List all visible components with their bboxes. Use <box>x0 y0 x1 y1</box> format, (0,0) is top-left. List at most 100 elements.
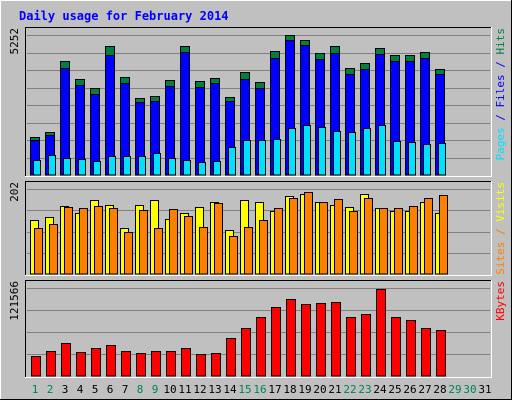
bar-sites-day-20 <box>319 202 328 275</box>
bar-pages-day-4 <box>78 159 86 176</box>
bar-pages-day-17 <box>273 139 281 176</box>
bar-pages-day-8 <box>138 156 146 176</box>
x-tick-label-day-5: 5 <box>92 383 99 396</box>
bar-kbytes-day-26 <box>406 320 416 377</box>
bar-kbytes-day-4 <box>76 352 86 377</box>
bar-sites-day-12 <box>199 227 208 275</box>
bar-sites-day-9 <box>154 228 163 275</box>
x-tick-label-day-29: 29 <box>448 383 461 396</box>
bar-kbytes-day-22 <box>346 317 356 377</box>
x-tick-label-day-17: 17 <box>268 383 281 396</box>
bar-kbytes-day-11 <box>181 348 191 377</box>
panel-legend: Pages / Files / Hits <box>494 28 507 161</box>
x-tick-label-day-4: 4 <box>77 383 84 396</box>
bar-kbytes-day-25 <box>391 317 401 377</box>
y-axis-max-label: 5252 <box>8 28 21 55</box>
legend-entry: / <box>494 108 507 128</box>
x-tick-label-day-14: 14 <box>223 383 237 396</box>
x-tick-label-day-25: 25 <box>388 383 401 396</box>
bar-pages-day-6 <box>108 156 116 176</box>
bar-sites-day-5 <box>94 206 103 275</box>
x-tick-label-day-1: 1 <box>32 383 39 396</box>
panel-legend: Sites / Visits <box>494 182 507 275</box>
bar-sites-day-26 <box>409 206 418 275</box>
x-tick-label-day-15: 15 <box>238 383 251 396</box>
x-tick-label-day-9: 9 <box>152 383 159 396</box>
bar-pages-day-16 <box>258 140 266 176</box>
x-tick-label-day-23: 23 <box>358 383 371 396</box>
bar-pages-day-10 <box>168 158 176 176</box>
bar-sites-day-7 <box>124 232 133 275</box>
bar-pages-day-12 <box>198 162 206 176</box>
bar-sites-day-27 <box>424 198 433 275</box>
bar-kbytes-day-16 <box>256 317 266 377</box>
bar-sites-day-6 <box>109 208 118 275</box>
bar-sites-day-28 <box>439 195 448 275</box>
bar-kbytes-day-27 <box>421 328 431 377</box>
bar-sites-day-25 <box>394 208 403 275</box>
x-tick-label-day-2: 2 <box>47 383 54 396</box>
bar-pages-day-22 <box>348 132 356 176</box>
bar-kbytes-day-5 <box>91 348 101 377</box>
bar-sites-day-10 <box>169 209 178 275</box>
legend-entry: Sites <box>494 242 507 275</box>
bar-sites-day-4 <box>79 208 88 275</box>
bar-kbytes-day-18 <box>286 299 296 377</box>
y-axis-max-label: 121566 <box>8 281 21 321</box>
bar-pages-day-9 <box>153 153 161 176</box>
bar-kbytes-day-10 <box>166 351 176 377</box>
bar-kbytes-day-7 <box>121 351 131 377</box>
x-tick-label-day-18: 18 <box>283 383 296 396</box>
bar-pages-day-24 <box>378 125 386 176</box>
x-tick-label-day-3: 3 <box>62 383 69 396</box>
bar-sites-day-14 <box>229 236 238 275</box>
bar-pages-day-15 <box>243 140 251 176</box>
bar-sites-day-1 <box>34 228 43 275</box>
bar-sites-day-22 <box>349 211 358 275</box>
bar-kbytes-day-2 <box>46 351 56 377</box>
x-tick-label-day-30: 30 <box>463 383 476 396</box>
x-tick-label-day-31: 31 <box>478 383 491 396</box>
y-axis-max-label: 202 <box>8 182 21 202</box>
bar-files-day-12 <box>195 87 205 176</box>
bar-pages-day-21 <box>333 131 341 176</box>
bar-pages-day-7 <box>123 156 131 176</box>
bar-kbytes-day-28 <box>436 330 446 377</box>
bar-sites-day-8 <box>139 210 148 275</box>
bar-kbytes-day-23 <box>361 314 371 377</box>
legend-entry: / <box>494 222 507 242</box>
bar-pages-day-5 <box>93 161 101 176</box>
bar-pages-day-27 <box>423 144 431 176</box>
bar-sites-day-24 <box>379 208 388 275</box>
bar-pages-day-23 <box>363 128 371 176</box>
x-tick-label-day-7: 7 <box>122 383 129 396</box>
x-tick-label-day-26: 26 <box>403 383 416 396</box>
legend-entry: Files <box>494 74 507 107</box>
x-tick-label-day-11: 11 <box>178 383 191 396</box>
bar-sites-day-2 <box>49 224 58 275</box>
bar-sites-day-21 <box>334 199 343 275</box>
bar-sites-day-13 <box>214 203 223 275</box>
bar-files-day-11 <box>180 52 190 176</box>
bar-pages-day-11 <box>183 160 191 176</box>
bar-kbytes-day-3 <box>61 343 71 377</box>
bar-pages-day-13 <box>213 161 221 176</box>
bar-sites-day-11 <box>184 216 193 275</box>
x-tick-label-day-28: 28 <box>433 383 446 396</box>
bar-pages-day-19 <box>303 125 311 176</box>
bar-pages-day-25 <box>393 141 401 176</box>
x-tick-label-day-13: 13 <box>208 383 221 396</box>
bar-kbytes-day-9 <box>151 351 161 377</box>
x-tick-label-day-6: 6 <box>107 383 114 396</box>
x-axis-day-labels: 1 2 3 4 5 6 7 8 9 10 11 12 13 14 15 16 17 18 19 20 21 22 23 24 2… <box>32 383 492 396</box>
x-tick-label-day-21: 21 <box>328 383 341 396</box>
bar-kbytes-day-14 <box>226 338 236 377</box>
x-tick-label-day-20: 20 <box>313 383 326 396</box>
bar-pages-day-26 <box>408 142 416 176</box>
bar-pages-day-18 <box>288 128 296 176</box>
bar-pages-day-14 <box>228 147 236 176</box>
bar-sites-day-3 <box>64 207 73 275</box>
bar-sites-day-16 <box>259 220 268 275</box>
panel-kbytes: 121566 KBytes <box>8 280 507 378</box>
x-tick-label-day-24: 24 <box>373 383 387 396</box>
